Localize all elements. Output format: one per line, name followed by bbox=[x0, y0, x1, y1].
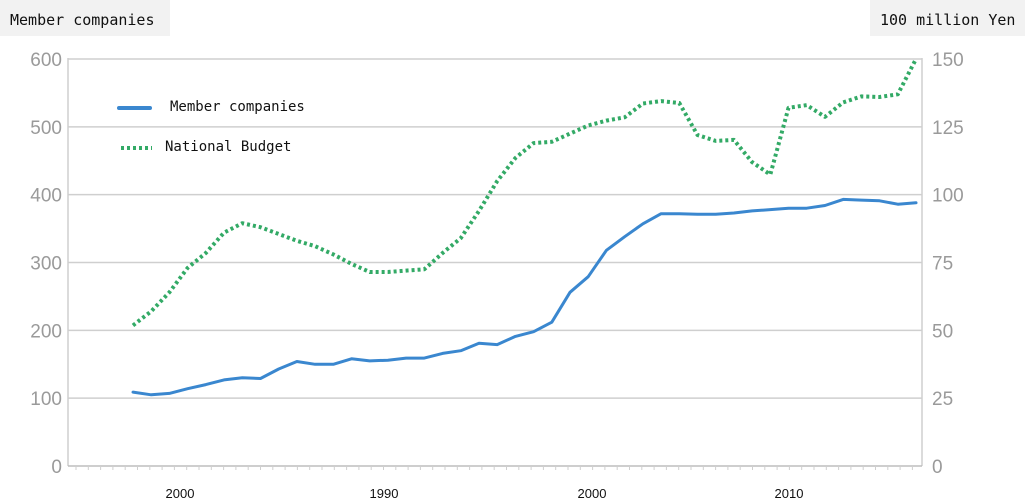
left-axis-title: Member companies bbox=[10, 11, 155, 29]
legend: Member companies National Budget bbox=[106, 91, 334, 171]
right-tick-label: 0 bbox=[932, 457, 943, 478]
x-tick-label-1: 2000 bbox=[166, 486, 195, 501]
right-tick-label: 100 bbox=[932, 186, 964, 207]
left-tick-label: 600 bbox=[30, 50, 62, 71]
x-tick-label-2: 1990 bbox=[370, 486, 399, 501]
left-tick-label: 200 bbox=[30, 321, 62, 342]
right-axis-title: 100 million Yen bbox=[880, 11, 1015, 29]
legend-box-2 bbox=[106, 131, 330, 171]
left-tick-label: 100 bbox=[30, 389, 62, 410]
left-axis-title-box bbox=[0, 0, 170, 36]
series-line-member-companies bbox=[131, 197, 918, 397]
legend-label-member-companies: Member companies bbox=[170, 99, 305, 115]
left-tick-label: 500 bbox=[30, 118, 62, 139]
right-tick-label: 75 bbox=[932, 254, 953, 275]
right-tick-label: 125 bbox=[932, 118, 964, 139]
x-tick-label-4: 2010 bbox=[775, 486, 804, 501]
right-tick-label: 150 bbox=[932, 50, 964, 71]
right-tick-label: 25 bbox=[932, 389, 953, 410]
left-tick-label: 400 bbox=[30, 186, 62, 207]
legend-label-national-budget: National Budget bbox=[165, 139, 291, 155]
series-line-national-budget bbox=[131, 58, 918, 327]
right-tick-label: 50 bbox=[932, 321, 953, 342]
right-axis-title-box bbox=[870, 0, 1025, 36]
left-tick-label: 300 bbox=[30, 254, 62, 275]
x-tick-label-3: 2000 bbox=[578, 486, 607, 501]
left-tick-label: 0 bbox=[51, 457, 62, 478]
